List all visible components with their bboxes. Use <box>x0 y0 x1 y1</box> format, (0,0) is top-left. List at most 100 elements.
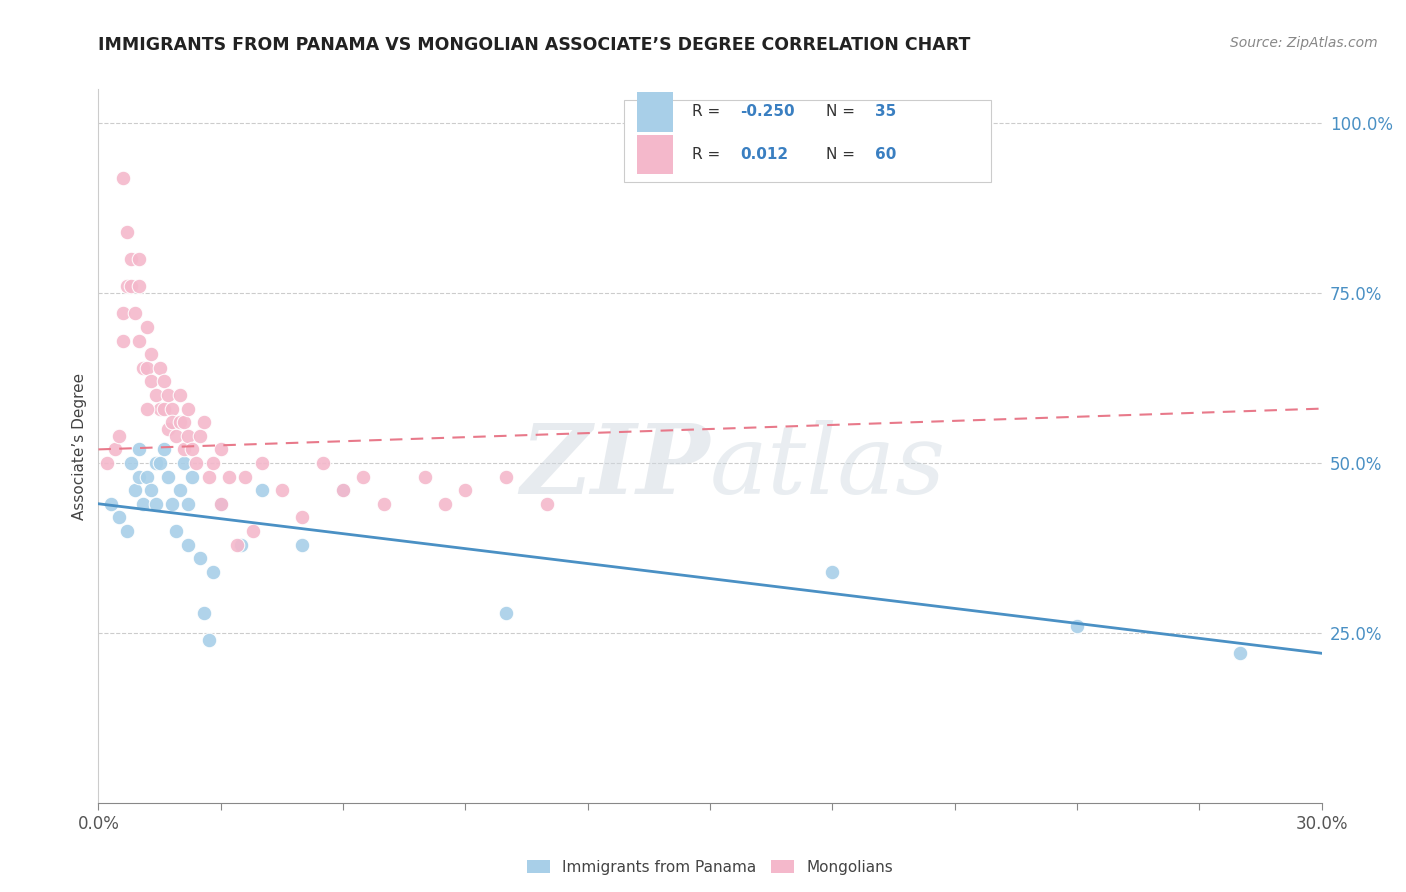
Point <box>149 456 172 470</box>
Point <box>181 469 204 483</box>
Point <box>209 442 232 457</box>
Point <box>141 483 163 498</box>
Point <box>209 497 232 511</box>
Point <box>145 497 167 511</box>
Point <box>209 497 232 511</box>
Text: 0.012: 0.012 <box>741 147 789 161</box>
FancyBboxPatch shape <box>637 135 673 174</box>
Point <box>188 429 212 443</box>
Point <box>373 497 395 511</box>
Point <box>132 497 155 511</box>
Point <box>104 442 127 457</box>
Point <box>495 469 517 483</box>
Point <box>128 469 150 483</box>
Text: 60: 60 <box>875 147 897 161</box>
Point <box>96 456 118 470</box>
Point <box>169 483 191 498</box>
Text: atlas: atlas <box>710 420 946 515</box>
Point <box>218 469 240 483</box>
Point <box>1066 619 1088 633</box>
Point <box>413 469 436 483</box>
Point <box>120 252 142 266</box>
Point <box>270 483 294 498</box>
Point <box>115 225 138 239</box>
Point <box>156 469 179 483</box>
Point <box>197 632 219 647</box>
Point <box>454 483 477 498</box>
Point <box>152 401 174 416</box>
Point <box>160 497 183 511</box>
Point <box>169 415 191 429</box>
Point <box>136 401 159 416</box>
Point <box>115 279 138 293</box>
Legend: Immigrants from Panama, Mongolians: Immigrants from Panama, Mongolians <box>520 854 900 880</box>
Point <box>111 334 134 348</box>
Point <box>124 483 146 498</box>
Point <box>128 279 150 293</box>
Text: 35: 35 <box>875 104 897 120</box>
Point <box>145 388 167 402</box>
Point <box>136 320 159 334</box>
Point <box>156 388 179 402</box>
Text: R =: R = <box>692 147 725 161</box>
Point <box>128 334 150 348</box>
Text: N =: N = <box>827 104 860 120</box>
Point <box>242 524 264 538</box>
FancyBboxPatch shape <box>637 93 673 132</box>
Point <box>434 497 457 511</box>
Point <box>120 279 142 293</box>
Point <box>197 469 219 483</box>
Point <box>177 429 200 443</box>
Point <box>821 565 844 579</box>
Point <box>193 415 215 429</box>
Point <box>160 415 183 429</box>
Point <box>495 606 517 620</box>
Point <box>173 456 195 470</box>
Point <box>1229 646 1251 660</box>
Point <box>128 252 150 266</box>
Point <box>177 497 200 511</box>
Point <box>136 469 159 483</box>
FancyBboxPatch shape <box>624 100 991 182</box>
Point <box>536 497 558 511</box>
Point <box>160 401 183 416</box>
Point <box>108 429 131 443</box>
Point <box>250 456 273 470</box>
Point <box>141 375 163 389</box>
Point <box>226 537 249 551</box>
Point <box>332 483 354 498</box>
Point <box>156 422 179 436</box>
Text: -0.250: -0.250 <box>741 104 796 120</box>
Point <box>188 551 212 566</box>
Text: Source: ZipAtlas.com: Source: ZipAtlas.com <box>1230 36 1378 50</box>
Point <box>108 510 131 524</box>
Point <box>231 537 253 551</box>
Point <box>332 483 354 498</box>
Point <box>136 360 159 375</box>
Point <box>201 456 224 470</box>
Point <box>124 306 146 320</box>
Point <box>152 375 174 389</box>
Point <box>291 510 314 524</box>
Point <box>233 469 256 483</box>
Point <box>352 469 374 483</box>
Point <box>145 456 167 470</box>
Point <box>111 306 134 320</box>
Point <box>115 524 138 538</box>
Point <box>169 388 191 402</box>
Point <box>149 360 172 375</box>
Y-axis label: Associate’s Degree: Associate’s Degree <box>72 373 87 519</box>
Point <box>250 483 273 498</box>
Point <box>173 442 195 457</box>
Point <box>165 429 187 443</box>
Point <box>132 360 155 375</box>
Text: ZIP: ZIP <box>520 420 710 515</box>
Point <box>177 401 200 416</box>
Point <box>201 565 224 579</box>
Point <box>152 442 174 457</box>
Text: N =: N = <box>827 147 860 161</box>
Point <box>177 537 200 551</box>
Point <box>312 456 335 470</box>
Point <box>149 401 172 416</box>
Point <box>128 442 150 457</box>
